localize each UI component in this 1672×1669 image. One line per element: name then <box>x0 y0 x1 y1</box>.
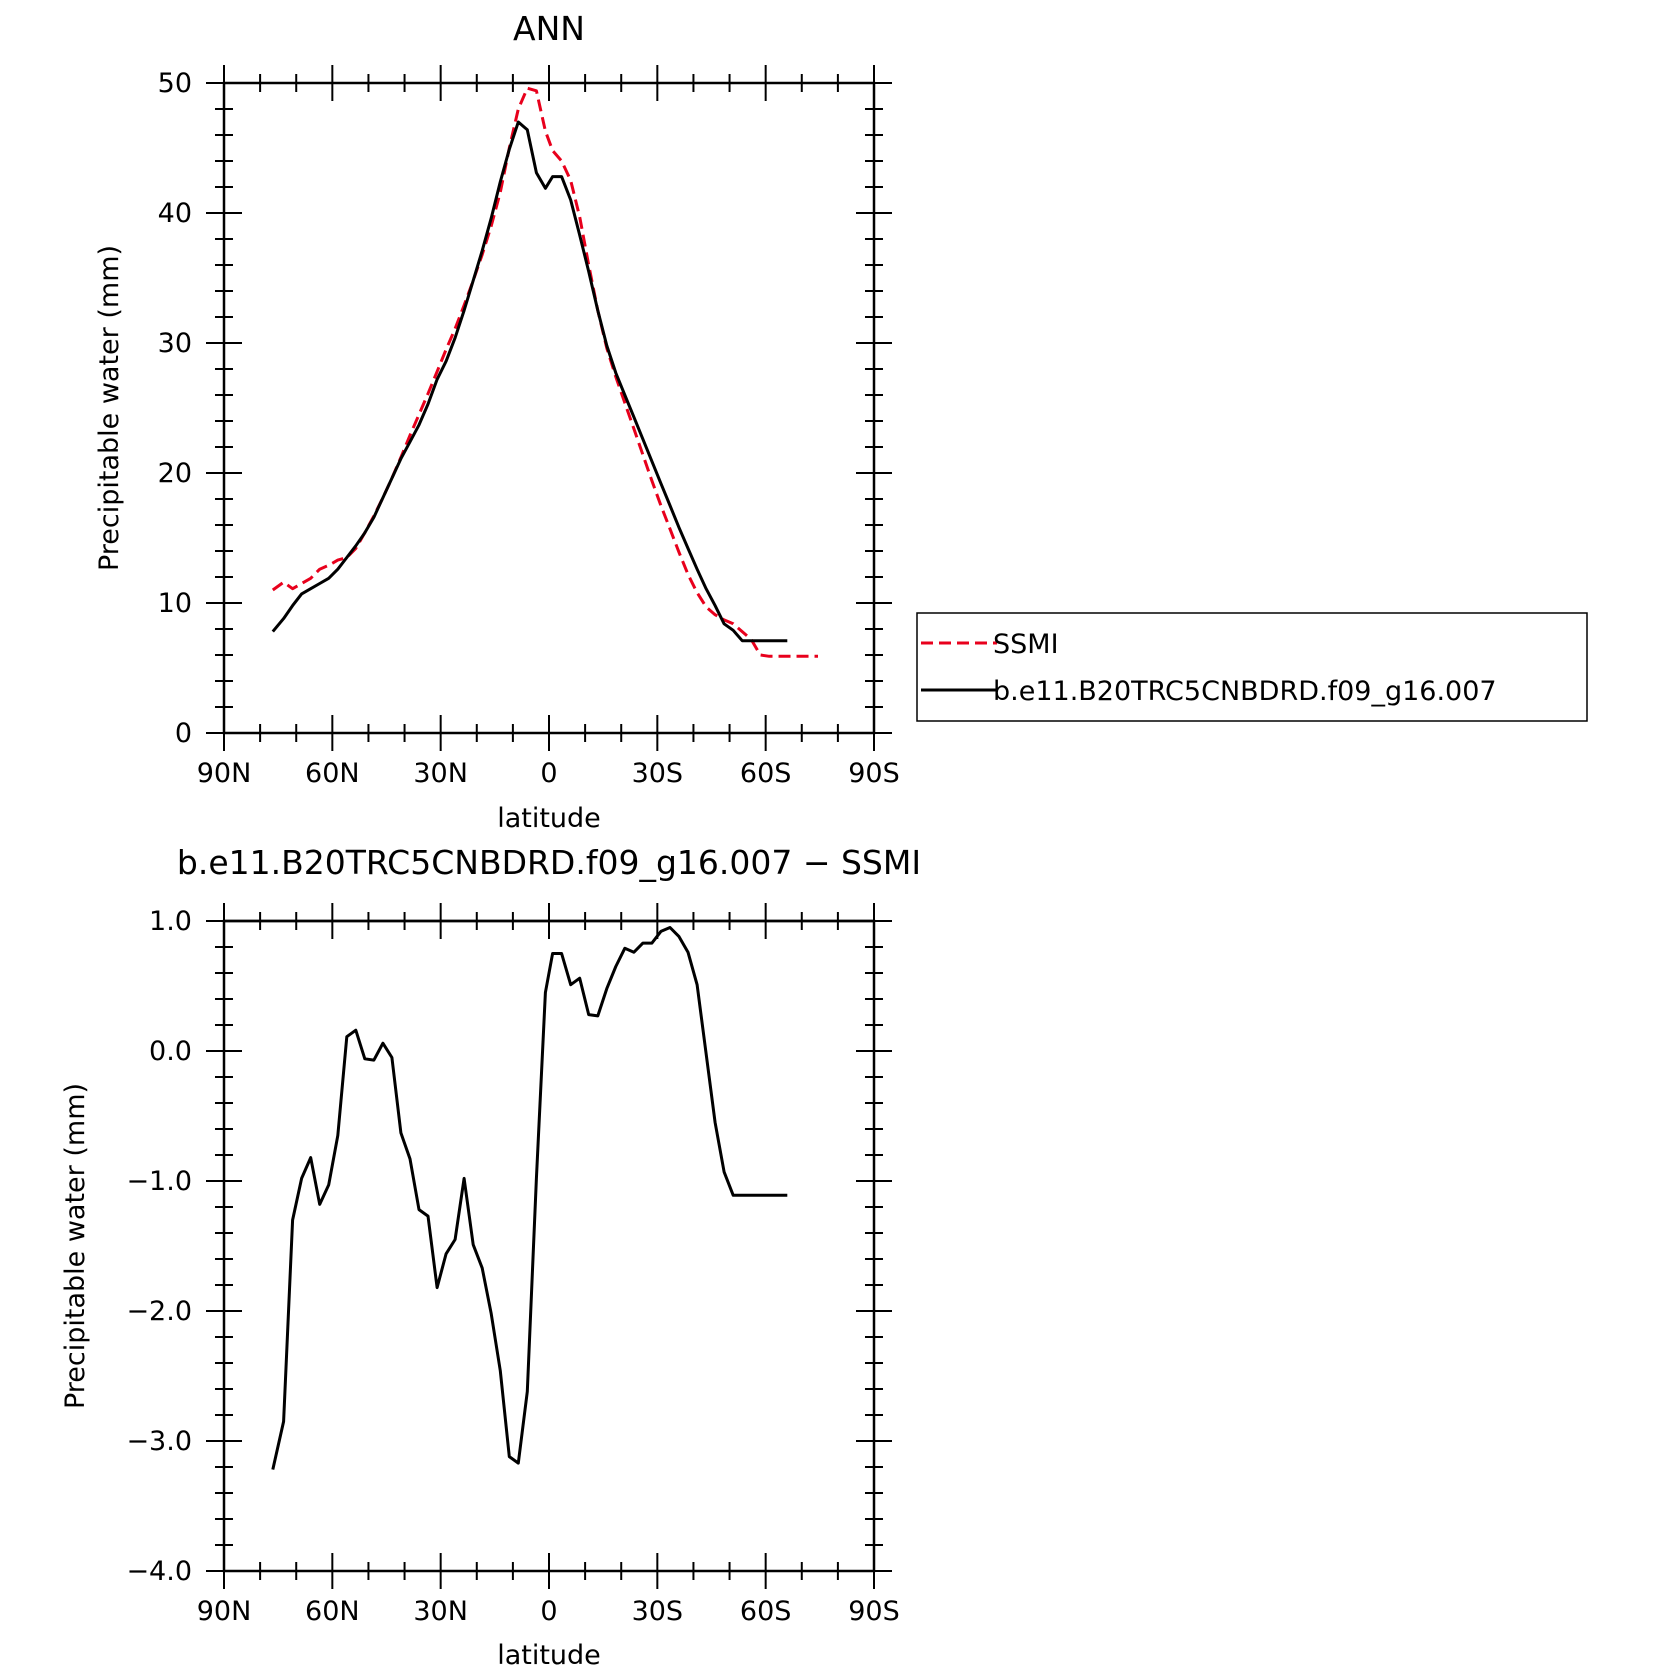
x-tick-label: 60N <box>305 758 360 789</box>
y-tick-label: 40 <box>158 198 192 229</box>
bottom-panel: b.e11.B20TRC5CNBDRD.f09_g16.007 − SSMI 1.… <box>60 843 921 1669</box>
chart-title: b.e11.B20TRC5CNBDRD.f09_g16.007 − SSMI <box>177 843 921 882</box>
series-line-difference <box>271 926 788 1470</box>
x-tick-label: 60S <box>740 1596 792 1627</box>
series-line-ssmi <box>271 86 818 658</box>
chart-title: ANN <box>513 9 585 48</box>
y-tick-label: 0.0 <box>149 1036 192 1067</box>
y-tick-label: −4.0 <box>126 1556 192 1587</box>
y-tick-label: −1.0 <box>126 1166 192 1197</box>
x-tick-label: 60N <box>305 1596 360 1627</box>
y-axis-title: Precipitable water (mm) <box>94 245 125 571</box>
x-tick-label: 0 <box>540 758 557 789</box>
x-axis-title: latitude <box>497 803 601 834</box>
y-tick-label: 10 <box>158 588 192 619</box>
x-tick-label: 30S <box>632 1596 684 1627</box>
top-panel: ANN 0 10 20 30 40 50 90N 60N 30N 0 30S 60S 90S latitud… <box>94 9 1588 834</box>
y-axis-title: Precipitable water (mm) <box>60 1083 91 1409</box>
x-tick-label: 90N <box>197 758 252 789</box>
legend-label: b.e11.B20TRC5CNBDRD.f09_g16.007 <box>993 676 1497 707</box>
x-tick-label: 30S <box>632 758 684 789</box>
x-tick-label: 60S <box>740 758 792 789</box>
x-tick-label: 30N <box>413 1596 468 1627</box>
plot-frame <box>222 919 876 1573</box>
x-tick-label: 90S <box>848 758 900 789</box>
y-tick-label: 50 <box>158 68 192 99</box>
y-tick-label: 1.0 <box>149 906 192 937</box>
legend-label: SSMI <box>993 629 1059 660</box>
x-axis-title: latitude <box>497 1640 601 1669</box>
legend-box <box>916 612 1588 722</box>
y-tick-label: 20 <box>158 458 192 489</box>
series-line-b-e11-b20trc5cnbdrd-f09-g16-007 <box>271 120 788 643</box>
y-tick-label: −2.0 <box>126 1296 192 1327</box>
x-tick-label: 0 <box>540 1596 557 1627</box>
y-tick-label: 30 <box>158 328 192 359</box>
y-tick-label: 0 <box>175 718 192 749</box>
x-tick-label: 30N <box>413 758 468 789</box>
x-tick-label: 90S <box>848 1596 900 1627</box>
y-tick-label: −3.0 <box>126 1426 192 1457</box>
x-tick-label: 90N <box>197 1596 252 1627</box>
